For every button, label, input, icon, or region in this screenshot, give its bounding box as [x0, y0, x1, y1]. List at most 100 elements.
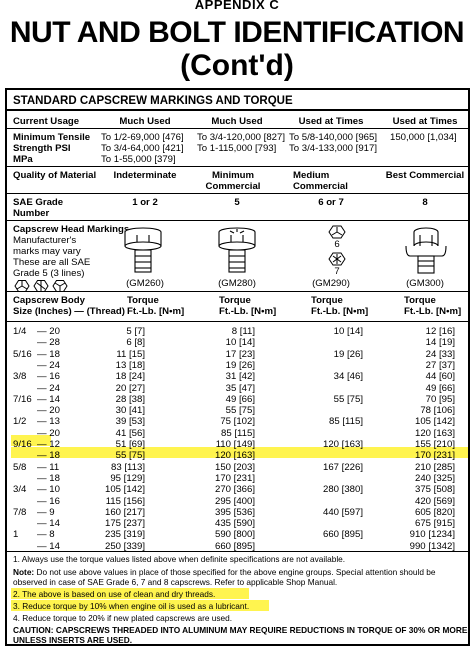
- torque-value: 85 [115]: [329, 416, 363, 428]
- torque-value: 49 [66]: [425, 382, 455, 394]
- torque-value: 17 [23]: [225, 348, 255, 360]
- torque-col-4b: Ft.-Lb. [N•m]: [404, 306, 462, 317]
- torque-value: 30 [41]: [115, 405, 145, 417]
- appendix-label: APPENDIX C: [194, 0, 280, 12]
- usage-label: Current Usage: [13, 116, 80, 127]
- torque-value: 70 [95]: [425, 393, 455, 405]
- note-2: 2. The above is based on use of clean an…: [13, 589, 216, 599]
- row-size: 9/16: [13, 439, 32, 450]
- torque-value: 34 [46]: [333, 371, 363, 383]
- row-thread: — 14: [37, 393, 60, 405]
- torque-value: 280 [380]: [322, 484, 363, 496]
- torque-value: 675 [915]: [414, 518, 455, 530]
- torque-value: 24 [33]: [425, 348, 455, 360]
- head-code: (GM260): [126, 278, 164, 289]
- row-thread: — 9: [37, 506, 55, 518]
- torque-value: 115 [156]: [105, 495, 145, 507]
- note-text: Do not use above values in place of thos…: [34, 567, 436, 577]
- note-1: 1. Always use the torque values listed a…: [13, 554, 346, 564]
- torque-value: 420 [569]: [414, 495, 455, 507]
- tensile-cell: To 1/2-69,000 [476]: [101, 132, 184, 143]
- quality-col-4: Best Commercial: [385, 170, 465, 181]
- markings-note: marks may vary: [13, 246, 81, 257]
- caution-line-2: UNLESS INSERTS ARE USED.: [13, 635, 133, 645]
- torque-value: 120 [163]: [414, 427, 455, 439]
- torque-value: 5 [7]: [126, 326, 145, 337]
- row-size: 5/8: [13, 461, 27, 473]
- torque-col-1: Torque: [127, 295, 159, 306]
- torque-col-2b: Ft.-Lb. [N•m]: [219, 306, 277, 317]
- torque-col-3: Torque: [311, 295, 343, 306]
- grade-value: 8: [422, 197, 428, 208]
- torque-value: 35 [47]: [225, 382, 255, 394]
- torque-value: 44 [60]: [425, 371, 455, 383]
- grade-value: 5: [234, 197, 240, 208]
- page-subtitle: (Cont'd): [180, 49, 294, 82]
- markings-note: Grade 5 (3 lines): [13, 268, 85, 279]
- markings-label: Capscrew Head Markings: [13, 224, 130, 235]
- grade6-mark-icon: [328, 225, 346, 239]
- torque-value: 270 [366]: [214, 484, 255, 496]
- torque-value: 10 [14]: [333, 326, 363, 337]
- grade-label-2: Number: [13, 208, 50, 219]
- row-size: 5/16: [13, 348, 32, 360]
- row-thread: — 14: [37, 518, 60, 530]
- row-size: 1/2: [13, 416, 27, 428]
- row-thread: — 24: [37, 382, 60, 394]
- row-thread: — 10: [37, 484, 60, 496]
- row-size: 3/4: [13, 484, 27, 496]
- torque-value: 27 [37]: [425, 359, 455, 371]
- row-thread: — 24: [37, 359, 60, 371]
- page-title: NUT AND BOLT IDENTIFICATION: [9, 16, 465, 49]
- note-general: Note: Do not use above values in place o…: [13, 567, 436, 578]
- row-thread: — 13: [37, 416, 60, 428]
- tensile-cell: 150,000 [1,034]: [390, 132, 457, 143]
- row-thread: — 18: [37, 472, 60, 484]
- torque-col-1b: Ft.-Lb. [N•m]: [127, 306, 185, 317]
- torque-value: 13 [18]: [115, 359, 145, 371]
- tensile-cell: To 1-115,000 [793]: [197, 143, 277, 154]
- torque-value: 435 [590]: [214, 518, 255, 530]
- highlight-note-2: [11, 588, 249, 599]
- torque-value: 660 [895]: [322, 529, 363, 541]
- torque-value: 11 [15]: [116, 348, 145, 360]
- highlight-note-3: [11, 600, 269, 611]
- torque-value: 83 [113]: [111, 461, 145, 473]
- tensile-cell: To 5/8-140,000 [965]: [289, 132, 378, 143]
- usage-col-3: Used at Times: [298, 116, 364, 127]
- row-size: 1/4: [13, 326, 27, 337]
- row-thread: — 14: [37, 540, 60, 552]
- quality-col-1: Indeterminate: [113, 170, 177, 181]
- row-size: 3/8: [13, 371, 27, 383]
- head-code: (GM300): [406, 278, 444, 289]
- torque-value: 990 [1342]: [409, 540, 455, 552]
- torque-col-4: Torque: [404, 295, 436, 306]
- quality-label: Quality of Material: [13, 170, 97, 181]
- torque-value: 120 [163]: [322, 439, 363, 450]
- row-size: 7/16: [13, 393, 32, 405]
- torque-value: 910 [1234]: [409, 529, 455, 541]
- size-label-2: Size (Inches) — (Thread): [13, 306, 125, 317]
- torque-value: 19 [26]: [225, 359, 255, 371]
- row-thread: — 20: [37, 405, 60, 417]
- grade7-mark-label: 7: [334, 266, 340, 277]
- torque-value: 170 [231]: [414, 450, 455, 462]
- torque-value: 55 [75]: [333, 393, 363, 405]
- row-thread: — 18: [37, 450, 60, 462]
- row-thread: — 20: [37, 427, 60, 439]
- quality-col-2b: Commercial: [205, 181, 261, 192]
- note-3: 3. Reduce torque by 10% when engine oil …: [13, 601, 250, 611]
- grade-label: SAE Grade: [13, 197, 64, 208]
- row-thread: — 18: [37, 348, 60, 360]
- torque-value: 170 [231]: [214, 472, 255, 484]
- torque-col-2: Torque: [219, 295, 251, 306]
- torque-value: 55 [75]: [225, 405, 255, 417]
- torque-value: 120 [163]: [214, 450, 255, 462]
- note-4: 4. Reduce torque to 20% if new plated ca…: [13, 613, 233, 623]
- torque-value: 12 [16]: [425, 326, 455, 337]
- row-thread: — 12: [37, 439, 60, 450]
- torque-value: 55 [75]: [115, 450, 145, 462]
- torque-value: 395 [536]: [214, 506, 255, 518]
- grade-value: 6 or 7: [318, 197, 344, 208]
- usage-col-4: Used at Times: [392, 116, 458, 127]
